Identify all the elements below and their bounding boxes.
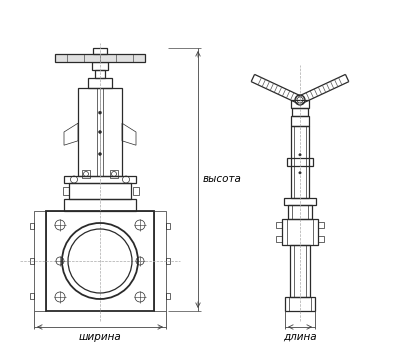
Bar — [166, 223, 170, 229]
Bar — [294, 245, 306, 297]
Bar — [88, 78, 112, 88]
Bar — [287, 219, 313, 245]
Bar — [285, 297, 315, 311]
Bar — [276, 222, 282, 228]
Bar — [154, 211, 166, 311]
Bar — [287, 157, 313, 166]
Circle shape — [98, 153, 102, 155]
Bar — [318, 236, 324, 242]
Bar — [63, 187, 69, 195]
Bar — [30, 258, 34, 264]
Bar — [92, 62, 108, 70]
Bar — [30, 223, 34, 229]
Circle shape — [299, 154, 301, 156]
Text: высота: высота — [203, 174, 242, 184]
Bar — [276, 236, 282, 242]
Bar — [289, 297, 311, 311]
Bar — [55, 54, 145, 62]
Bar — [46, 211, 154, 311]
Bar — [34, 211, 46, 311]
Bar — [294, 126, 306, 198]
Bar — [95, 70, 105, 78]
Bar — [166, 293, 170, 299]
Bar — [64, 176, 136, 183]
Bar — [292, 108, 308, 116]
Bar — [30, 293, 34, 299]
Bar — [133, 187, 139, 195]
Circle shape — [98, 111, 102, 114]
Bar — [82, 170, 90, 178]
Bar — [282, 219, 318, 245]
Bar — [291, 116, 309, 126]
Circle shape — [299, 172, 301, 174]
Bar — [69, 183, 131, 199]
Bar — [292, 205, 308, 219]
Bar — [318, 222, 324, 228]
Bar — [290, 245, 310, 297]
Bar — [166, 258, 170, 264]
Bar — [97, 88, 103, 176]
Bar — [291, 100, 309, 108]
Bar — [291, 126, 309, 198]
Bar — [93, 48, 107, 54]
Bar — [288, 205, 312, 219]
Bar — [110, 170, 118, 178]
Text: ширина: ширина — [79, 332, 121, 342]
Circle shape — [98, 130, 102, 134]
Bar — [64, 199, 136, 211]
Bar — [284, 198, 316, 205]
Bar — [78, 88, 122, 176]
Text: длина: длина — [283, 332, 317, 342]
